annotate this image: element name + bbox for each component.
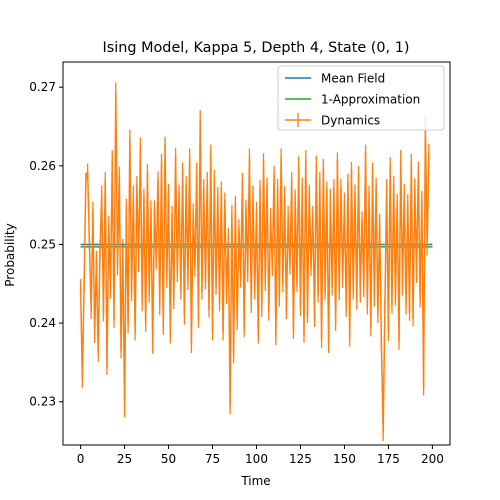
x-tick-label: 100 [245, 452, 268, 466]
axes-frame [62, 61, 451, 446]
x-axis-label: Time [240, 474, 270, 488]
dynamics-line [79, 89, 430, 434]
y-tick-label: 0.23 [29, 395, 56, 409]
x-tick-label: 150 [333, 452, 356, 466]
x-tick-label: 0 [77, 452, 85, 466]
x-tick-label: 125 [289, 452, 312, 466]
x-tick-label: 75 [205, 452, 220, 466]
legend-label: 1-Approximation [321, 93, 420, 107]
legend-box [277, 65, 445, 131]
plot-area [79, 82, 433, 442]
y-tick-label: 0.27 [29, 80, 56, 94]
x-tick-label: 50 [161, 452, 176, 466]
legend-label: Dynamics [321, 114, 380, 128]
y-tick-label: 0.25 [29, 237, 56, 251]
legend-label: Mean Field [321, 72, 385, 86]
x-tick-label: 200 [421, 452, 444, 466]
legend: Mean Field 1-Approximation Dynamics [277, 65, 445, 131]
x-tick-label: 175 [377, 452, 400, 466]
y-tick-label: 0.26 [29, 159, 56, 173]
y-tick-label: 0.24 [29, 316, 56, 330]
y-axis-label: Probability [3, 223, 17, 286]
x-tick-label: 25 [117, 452, 132, 466]
axes: 0 25 50 75 100 125 150 175 200 0.23 0.24 0.25 0.26 0.… [29, 80, 444, 466]
chart-title: Ising Model, Kappa 5, Depth 4, State (0,… [103, 40, 410, 56]
